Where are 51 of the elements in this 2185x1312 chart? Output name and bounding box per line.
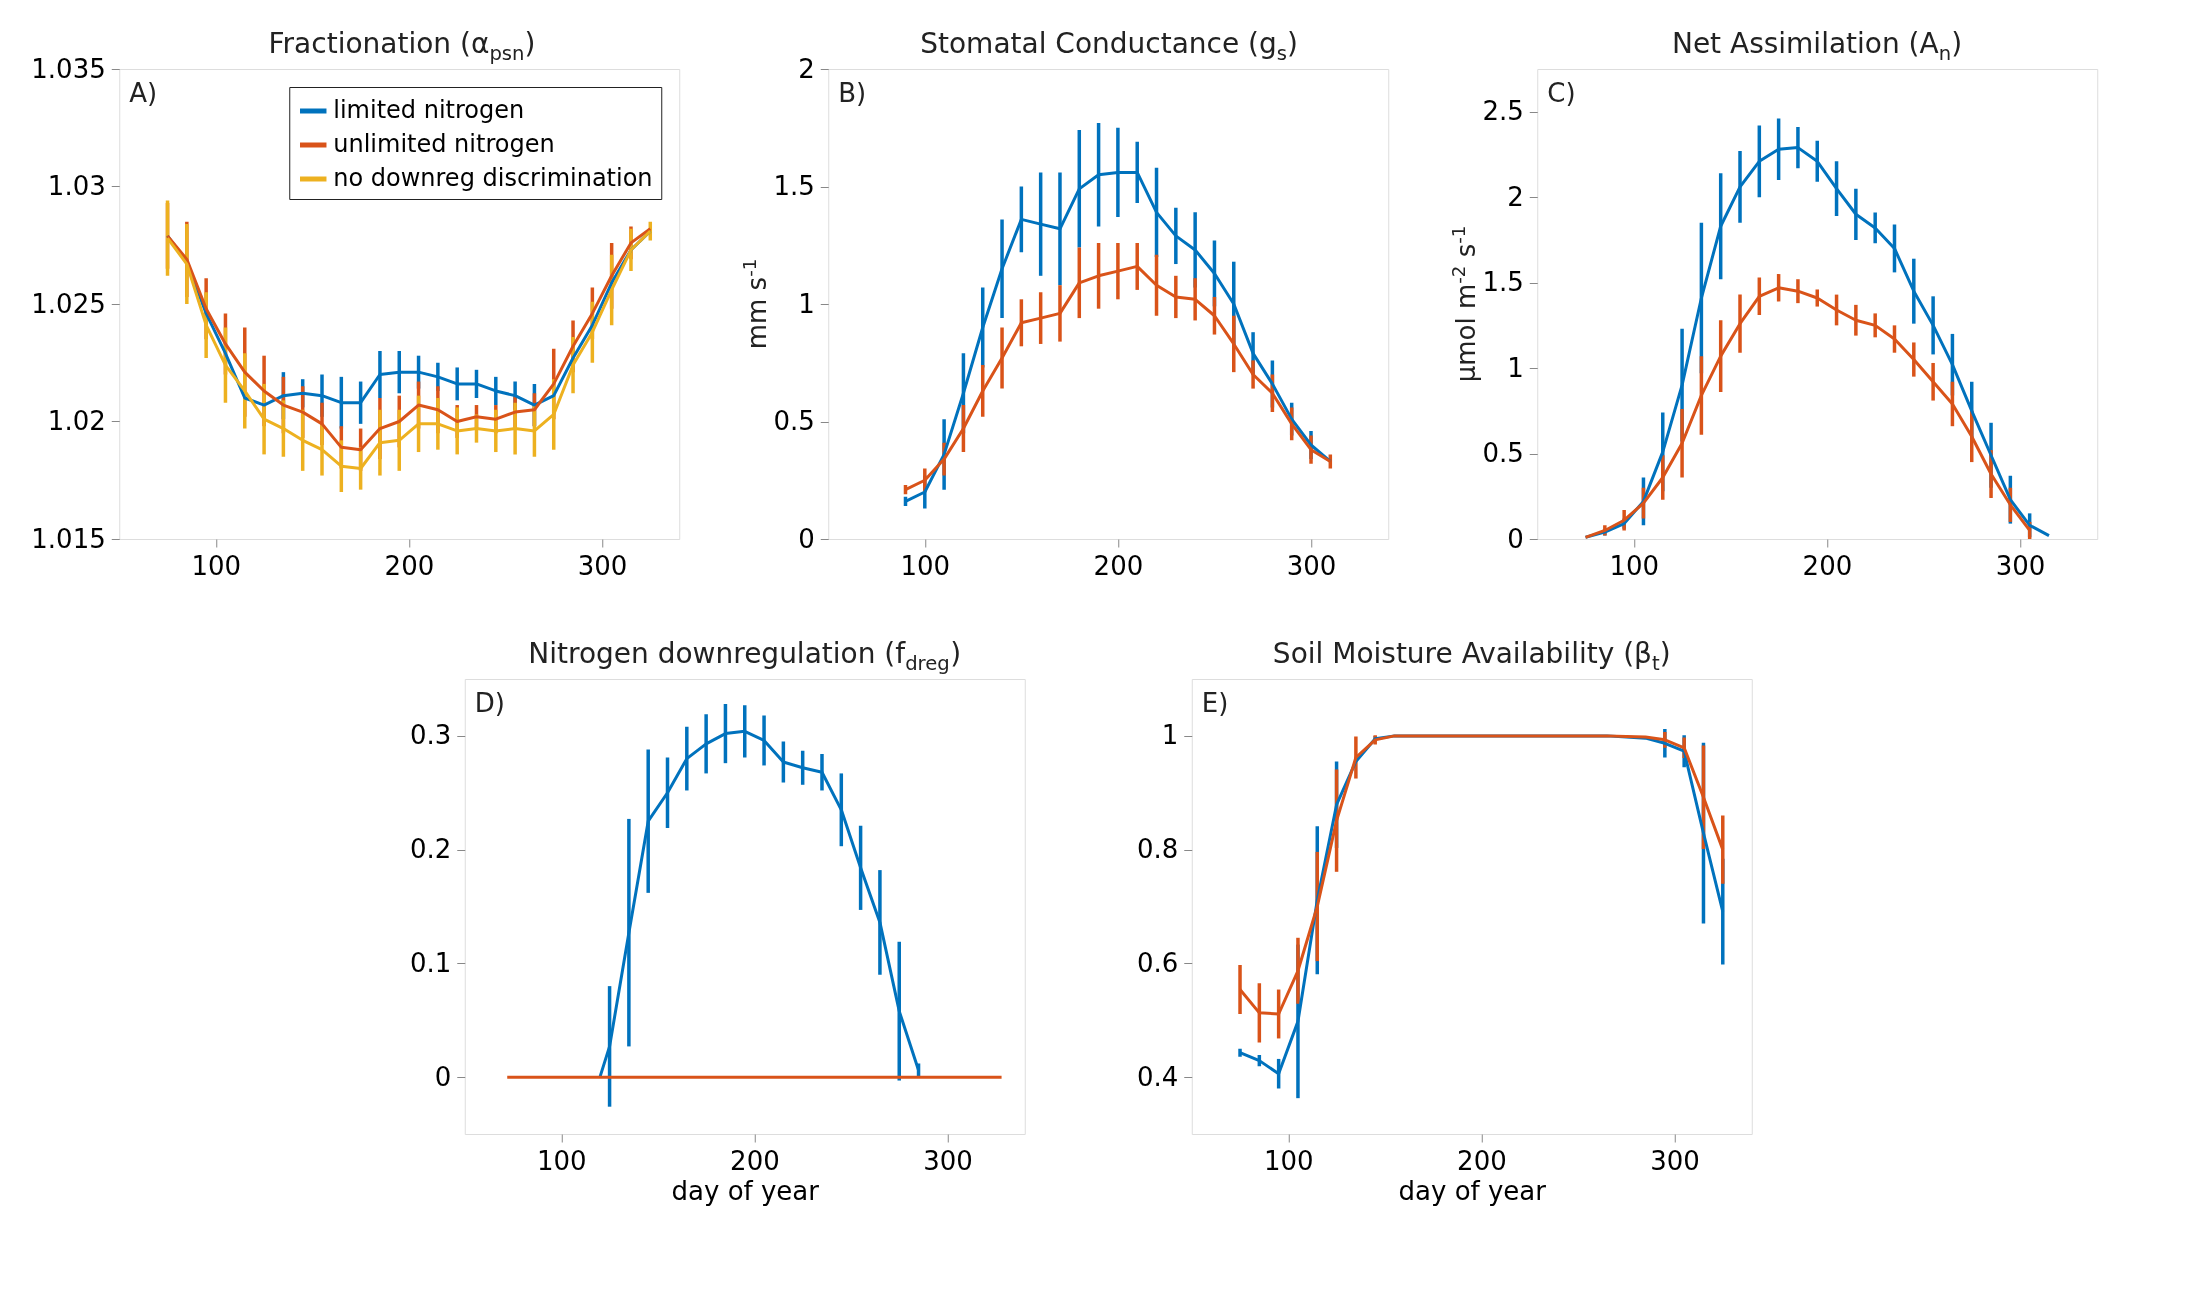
annotation: E) [1201,688,1229,718]
x-tick-label: 100 [1609,550,1660,581]
legend-label: limited nitrogen [333,96,525,124]
y-tick-label: 0.5 [773,406,815,436]
x-tick-label: 200 [1457,1145,1507,1176]
annotation: D) [474,688,505,718]
y-tick-label: 1.5 [1482,267,1524,298]
y-tick-label: 0.1 [409,947,452,978]
annotation: B) [838,78,867,108]
y-tick-label: 0 [798,523,815,554]
annotation: A) [129,78,158,108]
y-tick-label: 0.3 [409,720,452,751]
y-tick-label: 2 [1507,181,1524,212]
y-tick-label: 0.4 [1136,1061,1179,1092]
x-tick-label: 100 [900,550,951,581]
y-tick-label: 2 [798,53,815,84]
x-tick-label: 200 [1802,550,1853,581]
y-tick-label: 1.025 [31,288,106,319]
y-tick-label: 1.02 [47,406,106,436]
y-tick-label: 1 [1161,720,1179,751]
x-tick-label: 300 [1650,1145,1700,1176]
x-tick-label: 200 [384,550,435,581]
y-tick-label: 1 [798,288,815,319]
x-tick-label: 200 [1093,550,1144,581]
x-axis-title: day of year [671,1175,820,1206]
y-tick-label: 1.5 [773,171,815,201]
x-tick-label: 100 [1263,1145,1314,1176]
legend-label: no downreg discrimination [333,164,653,192]
y-tick-label: 1.03 [47,171,106,201]
y-tick-label: 1 [1507,352,1524,383]
legend-label: unlimited nitrogen [333,130,555,158]
x-tick-label: 100 [536,1145,587,1176]
y-tick-label: 0 [434,1061,452,1092]
y-axis-title: mm s-1 [738,258,773,350]
y-tick-label: 1.015 [31,523,106,554]
y-tick-label: 0.2 [409,834,452,865]
x-tick-label: 200 [730,1145,780,1176]
y-tick-label: 0.6 [1136,947,1179,978]
annotation: C) [1547,78,1576,108]
x-tick-label: 300 [1995,550,2046,581]
y-tick-label: 2.5 [1482,96,1524,127]
y-tick-label: 0.5 [1482,438,1524,469]
x-tick-label: 300 [923,1145,973,1176]
y-tick-label: 1.035 [31,53,106,84]
x-tick-label: 300 [577,550,628,581]
x-tick-label: 100 [191,550,242,581]
x-tick-label: 300 [1286,550,1337,581]
y-tick-label: 0 [1507,523,1524,554]
y-axis-title: μmol m-2 s-1 [1447,225,1482,383]
x-axis-title: day of year [1398,1175,1547,1206]
y-tick-label: 0.8 [1136,834,1179,865]
